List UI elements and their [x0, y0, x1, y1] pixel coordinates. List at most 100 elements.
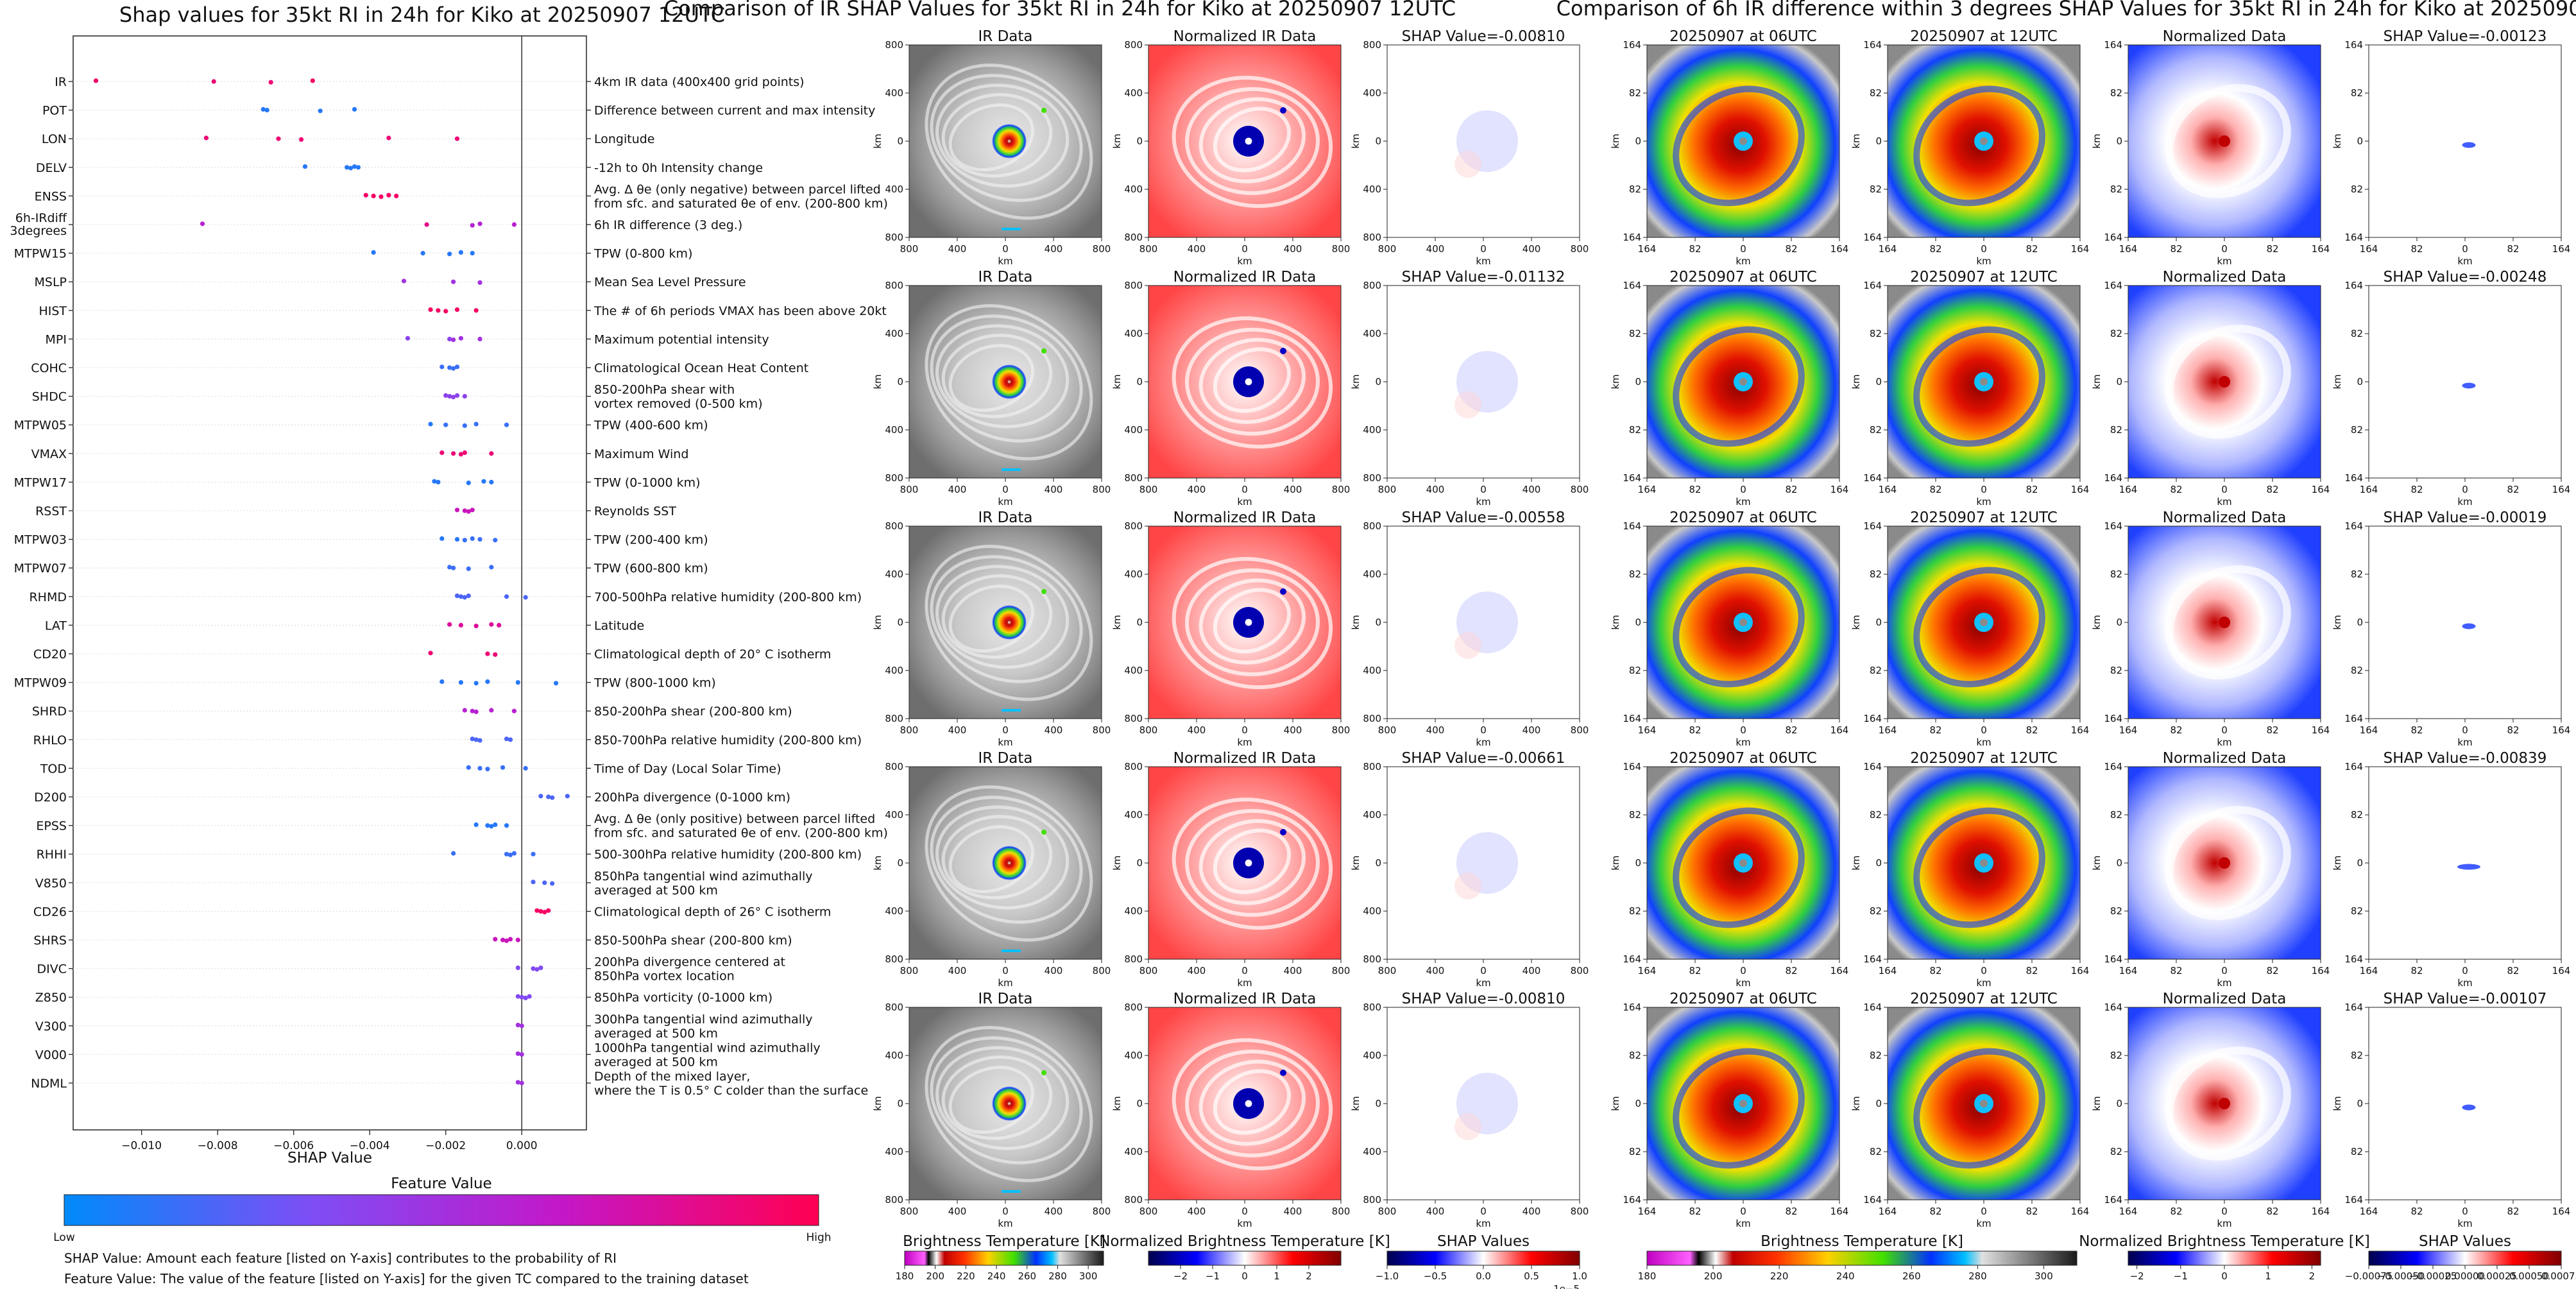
- y-axis-label: km: [2332, 374, 2343, 389]
- x-tick-label: 164: [2071, 1206, 2090, 1217]
- y-tick-label: 400: [1363, 665, 1381, 676]
- shap-point: [443, 309, 448, 314]
- shap-value-title: SHAP Value=-0.00661: [1402, 750, 1565, 767]
- feature-description: from sfc. and saturated θe of env. (200-…: [594, 196, 888, 210]
- shap-point: [462, 595, 467, 600]
- shap-background: [2369, 286, 2561, 478]
- cloud-band: [948, 344, 1034, 413]
- eye: [1980, 859, 1988, 867]
- y-axis-label: km: [872, 615, 883, 629]
- colorbar-tick-label: 180: [896, 1270, 914, 1282]
- x-tick-label: 0: [1981, 724, 1987, 736]
- ir-diff-comparison-title: Comparison of 6h IR difference within 3 …: [1557, 0, 2576, 21]
- x-tick-label: 82: [1785, 1206, 1797, 1217]
- y-tick-label: 82: [2351, 1050, 2363, 1061]
- y-tick-label: 82: [2110, 568, 2122, 580]
- y-axis-label: km: [1850, 374, 1862, 389]
- panel-title: 20250907 at 12UTC: [1910, 750, 2058, 767]
- shap-point: [473, 737, 479, 742]
- cloud-band: [1172, 76, 1333, 209]
- feature-description: 850-200hPa shear with: [594, 383, 735, 397]
- x-axis-label: km: [2217, 977, 2231, 989]
- panel-image: [1888, 526, 2080, 719]
- storm-core: [992, 605, 1027, 640]
- y-axis-label: km: [872, 1096, 883, 1111]
- footnote-feature-value: Feature Value: The value of the feature …: [64, 1271, 749, 1286]
- shap-point: [485, 651, 490, 656]
- y-tick-label: 400: [885, 568, 903, 580]
- y-tick-label: 164: [1623, 1194, 1641, 1206]
- shap-value-title: SHAP Value=-0.00107: [2384, 991, 2547, 1007]
- y-tick-label: 400: [885, 1050, 903, 1061]
- y-axis-label: km: [1350, 615, 1361, 629]
- y-tick-label: 164: [1623, 232, 1641, 243]
- core: [2219, 617, 2230, 628]
- shap-value-title: SHAP Value=-0.00558: [1402, 509, 1565, 526]
- ir-diff-comparison-grid: 20250907 at 06UTC 164 82 0 82 164 164 82 0 82 164 k…: [1610, 28, 2570, 1229]
- y-tick-label: 82: [2351, 184, 2363, 195]
- panel-title: Normalized Data: [2163, 509, 2287, 526]
- y-tick-label: 82: [2351, 665, 2363, 676]
- panel-image: [1387, 767, 1580, 959]
- y-tick-label: 82: [1870, 809, 1882, 821]
- feature-description: 700-500hPa relative humidity (200-800 km…: [594, 590, 862, 604]
- eye: [1739, 1100, 1747, 1107]
- cloud-band: [930, 74, 1083, 202]
- x-tick-label: 164: [2360, 243, 2378, 255]
- x-tick-label: 800: [1332, 965, 1351, 977]
- feature-description: 850-200hPa shear (200-800 km): [594, 704, 792, 719]
- y-tick-label: 164: [2344, 232, 2363, 243]
- x-tick-label: 164: [2552, 484, 2571, 495]
- colorbar-tick-label: 2: [2309, 1270, 2316, 1282]
- colorbar-label: Brightness Temperature [K]: [1761, 1233, 1963, 1250]
- storm-core: [992, 364, 1027, 399]
- x-tick-label: 800: [900, 965, 919, 977]
- shap-point: [481, 479, 486, 484]
- x-tick-label: 164: [2312, 965, 2330, 977]
- y-tick-label: 82: [2110, 328, 2122, 339]
- shap-point: [473, 624, 479, 629]
- feature-description: 1000hPa tangential wind azimuthally: [594, 1041, 821, 1055]
- feature-description: vortex removed (0-500 km): [594, 397, 763, 411]
- shap-point: [493, 652, 498, 657]
- x-tick-label: 164: [1830, 484, 1849, 495]
- core: [2219, 857, 2230, 869]
- shap-point: [264, 108, 269, 113]
- cloud-band: [930, 555, 1083, 683]
- y-tick-label: 82: [2110, 1146, 2122, 1157]
- x-tick-label: 82: [2410, 484, 2423, 495]
- panel-title: Normalized Data: [2163, 269, 2287, 286]
- cloud-band: [1185, 327, 1320, 436]
- x-tick-label: 164: [2312, 724, 2330, 736]
- y-axis-label: km: [1610, 1096, 1621, 1111]
- shap-blob: [1454, 873, 1481, 900]
- feature-description: 850-500hPa shear (200-800 km): [594, 934, 792, 948]
- y-tick-label: 400: [1363, 809, 1381, 821]
- shap-point: [386, 135, 391, 141]
- shap-point: [458, 250, 464, 255]
- x-tick-label: 400: [1188, 484, 1206, 495]
- y-tick-label: 164: [2104, 280, 2122, 291]
- cloud-band: [941, 1055, 1053, 1140]
- feature-label: MTPW07: [14, 561, 67, 576]
- y-tick-label: 82: [1629, 87, 1641, 99]
- shap-value-title: SHAP Value=-0.00810: [1402, 28, 1565, 45]
- x-axis-label: km: [998, 255, 1012, 267]
- shap-point: [470, 737, 475, 742]
- y-tick-label: 0: [1635, 617, 1641, 628]
- x-tick-label: 164: [2119, 965, 2138, 977]
- x-tick-label: 0: [1981, 965, 1987, 977]
- y-tick-label: 400: [885, 424, 903, 436]
- shap-point: [394, 193, 399, 198]
- y-tick-label: 164: [2104, 39, 2122, 51]
- ir-comparison-title: Comparison of IR SHAP Values for 35kt RI…: [664, 0, 1456, 21]
- feature-description: Latitude: [594, 619, 644, 633]
- y-tick-label: 82: [1870, 1050, 1882, 1061]
- storm-core: [992, 846, 1027, 880]
- x-tick-label: 800: [1139, 965, 1158, 977]
- y-tick-label: 0: [1136, 1098, 1143, 1109]
- feature-description: where the T is 0.5° C colder than the su…: [594, 1084, 868, 1098]
- x-tick-label: 82: [2026, 724, 2038, 736]
- x-tick-label: 800: [1093, 1206, 1111, 1217]
- x-tick-label: 164: [1638, 1206, 1657, 1217]
